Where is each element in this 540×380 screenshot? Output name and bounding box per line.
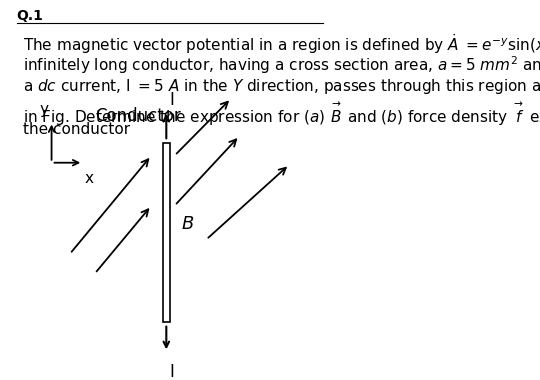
Text: a $dc$ current, I $= 5\ A$ in the $Y$ direction, passes through this region as s: a $dc$ current, I $= 5\ A$ in the $Y$ di… xyxy=(23,77,540,96)
Text: the conductor: the conductor xyxy=(23,122,130,137)
Text: in Fig. Determine the expression for $(a)$ $\overset{\to}{B}$ and $(b)$ force de: in Fig. Determine the expression for $(a… xyxy=(23,100,540,128)
Text: Q.1: Q.1 xyxy=(17,9,44,23)
Bar xyxy=(163,143,170,322)
Text: The magnetic vector potential in a region is defined by $\dot{A}$ $= e^{-y}\sin(: The magnetic vector potential in a regio… xyxy=(23,32,540,56)
Text: B: B xyxy=(181,214,194,233)
Text: I: I xyxy=(170,91,174,109)
Text: Conductor: Conductor xyxy=(95,107,180,125)
Text: I: I xyxy=(170,363,174,380)
Text: x: x xyxy=(85,171,94,185)
Text: infinitely long conductor, having a cross section area, $a = 5\ mm^2$ and carryi: infinitely long conductor, having a cros… xyxy=(23,55,540,76)
Text: y: y xyxy=(40,102,49,117)
